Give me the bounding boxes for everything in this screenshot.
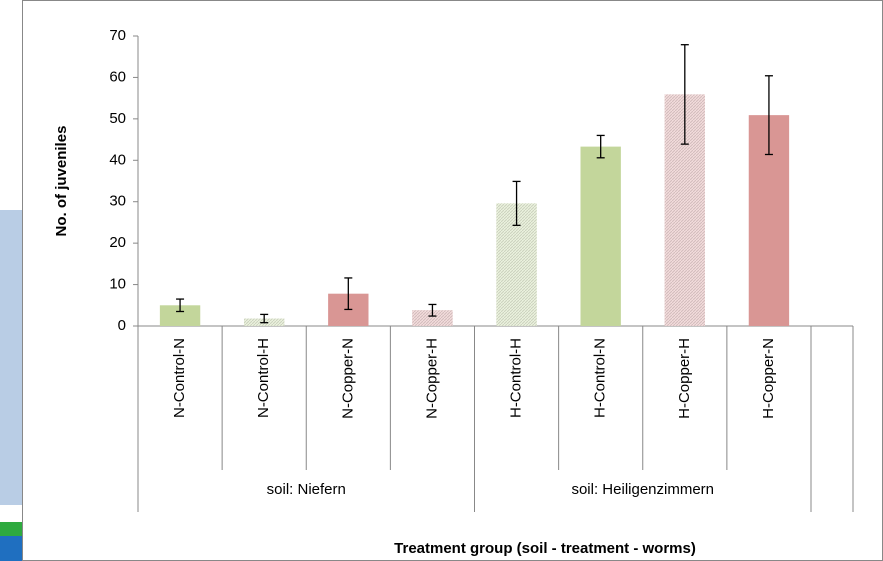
background-panel	[0, 210, 22, 505]
y-tick-label: 40	[109, 151, 126, 168]
x-tick-label: N-Copper-H	[423, 338, 440, 419]
x-tick-label: H-Control-N	[592, 338, 609, 418]
y-tick-label: 50	[109, 110, 126, 127]
y-tick-label: 70	[109, 27, 126, 44]
y-tick-label: 0	[118, 317, 126, 334]
x-axis-label: Treatment group (soil - treatment - worm…	[394, 540, 696, 557]
x-tick-label: H-Copper-N	[760, 338, 777, 419]
x-tick-label: N-Control-H	[255, 338, 272, 418]
y-tick-label: 10	[109, 276, 126, 293]
y-tick-label: 30	[109, 193, 126, 210]
group-label: soil: Niefern	[267, 481, 346, 498]
x-tick-label: H-Control-H	[508, 338, 525, 418]
y-axis-label: No. of juveniles	[53, 126, 70, 237]
bar-hatch	[412, 310, 453, 326]
x-tick-label: N-Control-N	[171, 338, 188, 418]
y-tick-label: 20	[109, 234, 126, 251]
bar	[580, 146, 621, 326]
bar	[159, 305, 201, 326]
y-tick-label: 60	[109, 68, 126, 85]
x-tick-label: H-Copper-H	[676, 338, 693, 419]
background-panel	[0, 522, 22, 536]
group-label: soil: Heiligenzimmern	[571, 481, 714, 498]
x-tick-label: N-Copper-N	[339, 338, 356, 419]
